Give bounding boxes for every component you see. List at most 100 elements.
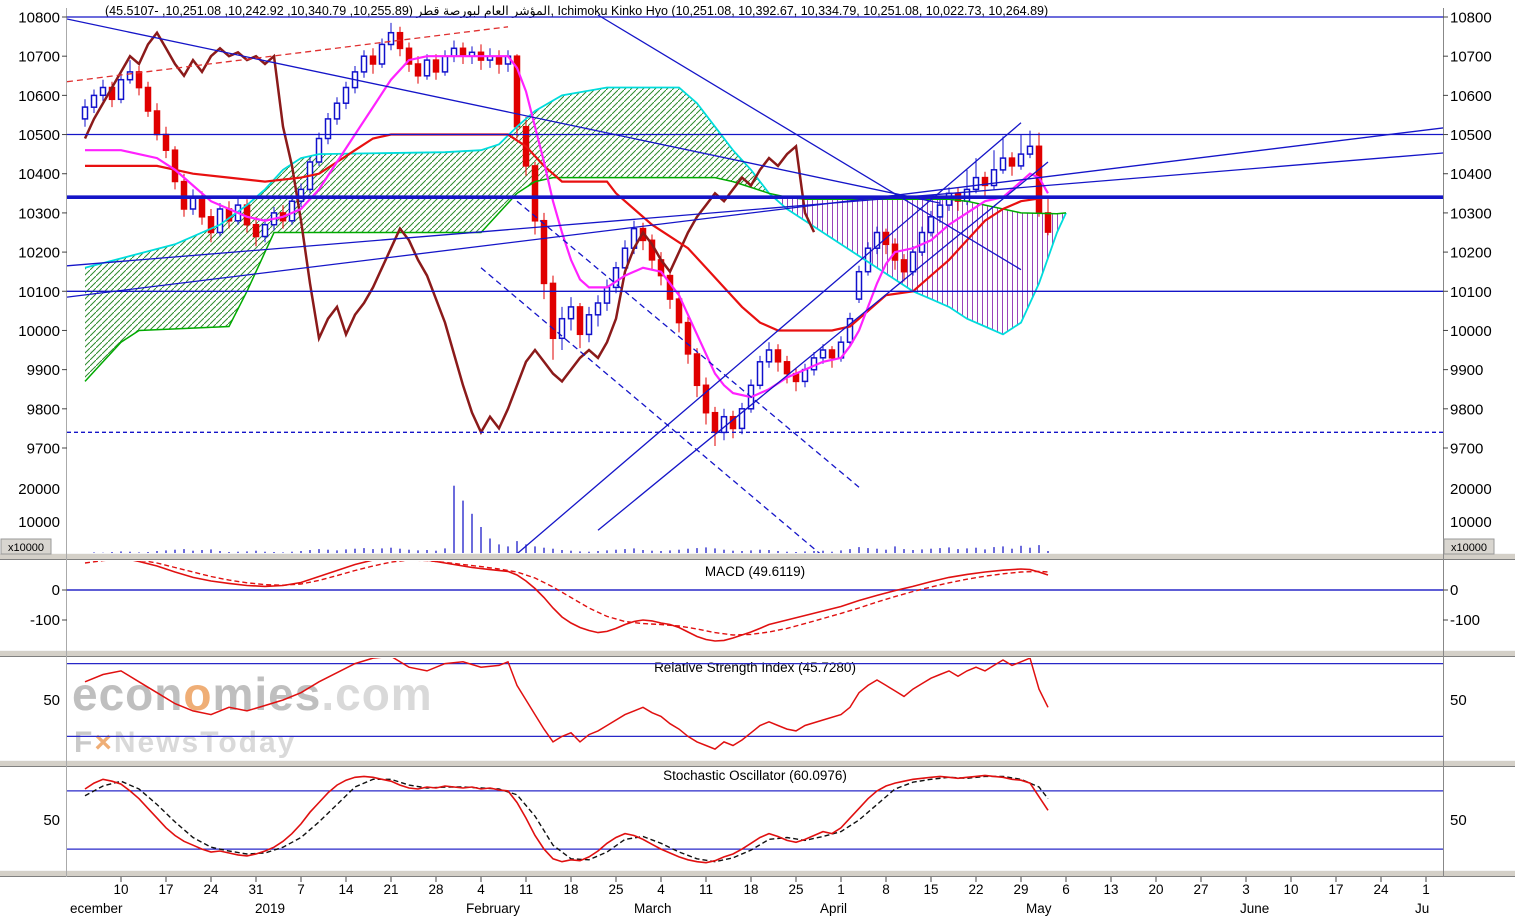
week-tick-label: 17 — [158, 882, 173, 897]
tenkan-sen-line — [85, 55, 1049, 399]
candle-up — [126, 71, 134, 81]
stochastic-layer[interactable] — [67, 774, 1443, 864]
price-tick-label-right: 10400 — [1450, 166, 1492, 183]
candle-up — [972, 176, 980, 191]
macd-tick-label-left: 0 — [52, 582, 60, 599]
month-label: May — [1026, 901, 1052, 916]
trendline[interactable] — [480, 267, 841, 572]
trendlines-layer[interactable] — [67, 14, 1453, 572]
trendline[interactable] — [67, 127, 1453, 298]
week-tick-label: 14 — [338, 882, 354, 897]
watermark-x-icon: × — [94, 726, 114, 759]
candle-up — [756, 361, 764, 387]
price-tick-label-right: 9800 — [1450, 401, 1483, 418]
price-tick-label-left: 9700 — [27, 441, 60, 458]
trendline[interactable] — [67, 152, 1453, 267]
candle-down — [783, 361, 791, 375]
week-tick-label: 3 — [1242, 882, 1250, 897]
main-plot-surface[interactable] — [67, 8, 1443, 553]
candle-up — [117, 78, 125, 101]
candle-down — [576, 306, 584, 336]
panel-separator[interactable] — [0, 553, 1515, 560]
price-tick-label-left: 10000 — [18, 323, 60, 340]
trendline[interactable] — [67, 18, 941, 204]
price-tick-label-right: 10000 — [1450, 323, 1492, 340]
week-tick-label: 31 — [248, 882, 263, 897]
kijun-sen-line — [85, 133, 1049, 332]
candle-up — [423, 59, 431, 77]
week-tick-label: 17 — [1328, 882, 1343, 897]
week-tick-label: 1 — [1422, 882, 1430, 897]
macd-signal-line — [84, 561, 1049, 636]
price-tick-label-right: 9900 — [1450, 362, 1483, 379]
candle-up — [315, 137, 323, 163]
price-tick-label-right: 10600 — [1450, 88, 1492, 105]
candle-up — [360, 55, 368, 73]
trendline[interactable] — [67, 26, 509, 83]
rsi-layer[interactable] — [67, 656, 1443, 750]
price-tick-label-right: 10100 — [1450, 284, 1492, 301]
volume-tick-label-right: 10000 — [1450, 514, 1492, 531]
candle-up — [594, 302, 602, 316]
stoch-k-line — [84, 774, 1049, 864]
trendline[interactable] — [516, 200, 860, 488]
price-tick-label-left: 10300 — [18, 205, 60, 222]
month-label: June — [1240, 901, 1269, 916]
week-tick-label: 15 — [923, 882, 938, 897]
week-tick-label: 27 — [1193, 882, 1208, 897]
time-axis[interactable]: 10 17 24 31 7 14 21 28 4 11 18 25 4 11 18 25 1 8 15 22 29 6 13… — [0, 877, 1515, 920]
trendline[interactable] — [597, 161, 1049, 531]
candle-down — [540, 219, 548, 285]
candle-up — [1026, 145, 1034, 155]
candle-down — [144, 86, 152, 112]
candle-up — [324, 118, 332, 140]
candle-up — [585, 314, 593, 336]
candle-down — [693, 353, 701, 387]
month-label: 2019 — [255, 901, 285, 916]
week-tick-label: 7 — [297, 882, 305, 897]
macd-layer[interactable] — [67, 556, 1443, 642]
candle-down — [684, 321, 692, 355]
week-tick-label: 11 — [519, 882, 533, 897]
cloud-bullish-region — [85, 87, 778, 382]
volume-multiplier-label: x10000 — [8, 542, 44, 554]
week-tick-label: 24 — [203, 882, 219, 897]
candle-down — [369, 55, 377, 65]
price-tick-label-right: 10200 — [1450, 245, 1492, 262]
candle-up — [621, 247, 629, 269]
price-tick-label-right: 10300 — [1450, 205, 1492, 222]
rsi-line — [84, 658, 1049, 750]
week-tick-label: 18 — [563, 882, 578, 897]
candle-up — [819, 349, 827, 359]
candle-up — [1017, 153, 1025, 167]
week-tick-label: 22 — [968, 882, 983, 897]
candle-up — [216, 208, 224, 234]
candle-up — [99, 86, 107, 97]
trendline[interactable] — [516, 122, 1022, 554]
week-tick-label: 20 — [1148, 882, 1163, 897]
price-tick-label-left: 10600 — [18, 88, 60, 105]
watermark-part: mies — [212, 668, 321, 720]
week-tick-label: 8 — [882, 882, 890, 897]
week-tick-label: 13 — [1103, 882, 1118, 897]
panel-separator[interactable] — [0, 650, 1515, 657]
candle-up — [333, 102, 341, 120]
watermark-part-light: NewsToday — [114, 726, 297, 759]
candle-up — [999, 157, 1007, 171]
panel-separator[interactable] — [0, 760, 1515, 767]
week-tick-label: 28 — [428, 882, 443, 897]
rsi-tick-label-left: 50 — [43, 692, 60, 709]
watermark-part-light: .com — [321, 668, 432, 720]
candle-up — [387, 31, 395, 46]
week-tick-label: 10 — [1283, 882, 1298, 897]
trendline[interactable] — [597, 14, 1022, 271]
panel-separator[interactable] — [0, 870, 1515, 877]
volume-tick-label-right: 20000 — [1450, 481, 1492, 498]
stoch-d-line — [84, 775, 1049, 863]
watermark-fxnewstoday: F×NewsToday — [74, 726, 296, 759]
price-tick-label-left: 9900 — [27, 362, 60, 379]
price-tick-label-left: 10100 — [18, 284, 60, 301]
candle-up — [567, 306, 575, 320]
week-tick-label: 4 — [477, 882, 485, 897]
price-tick-label-left: 10500 — [18, 127, 60, 144]
